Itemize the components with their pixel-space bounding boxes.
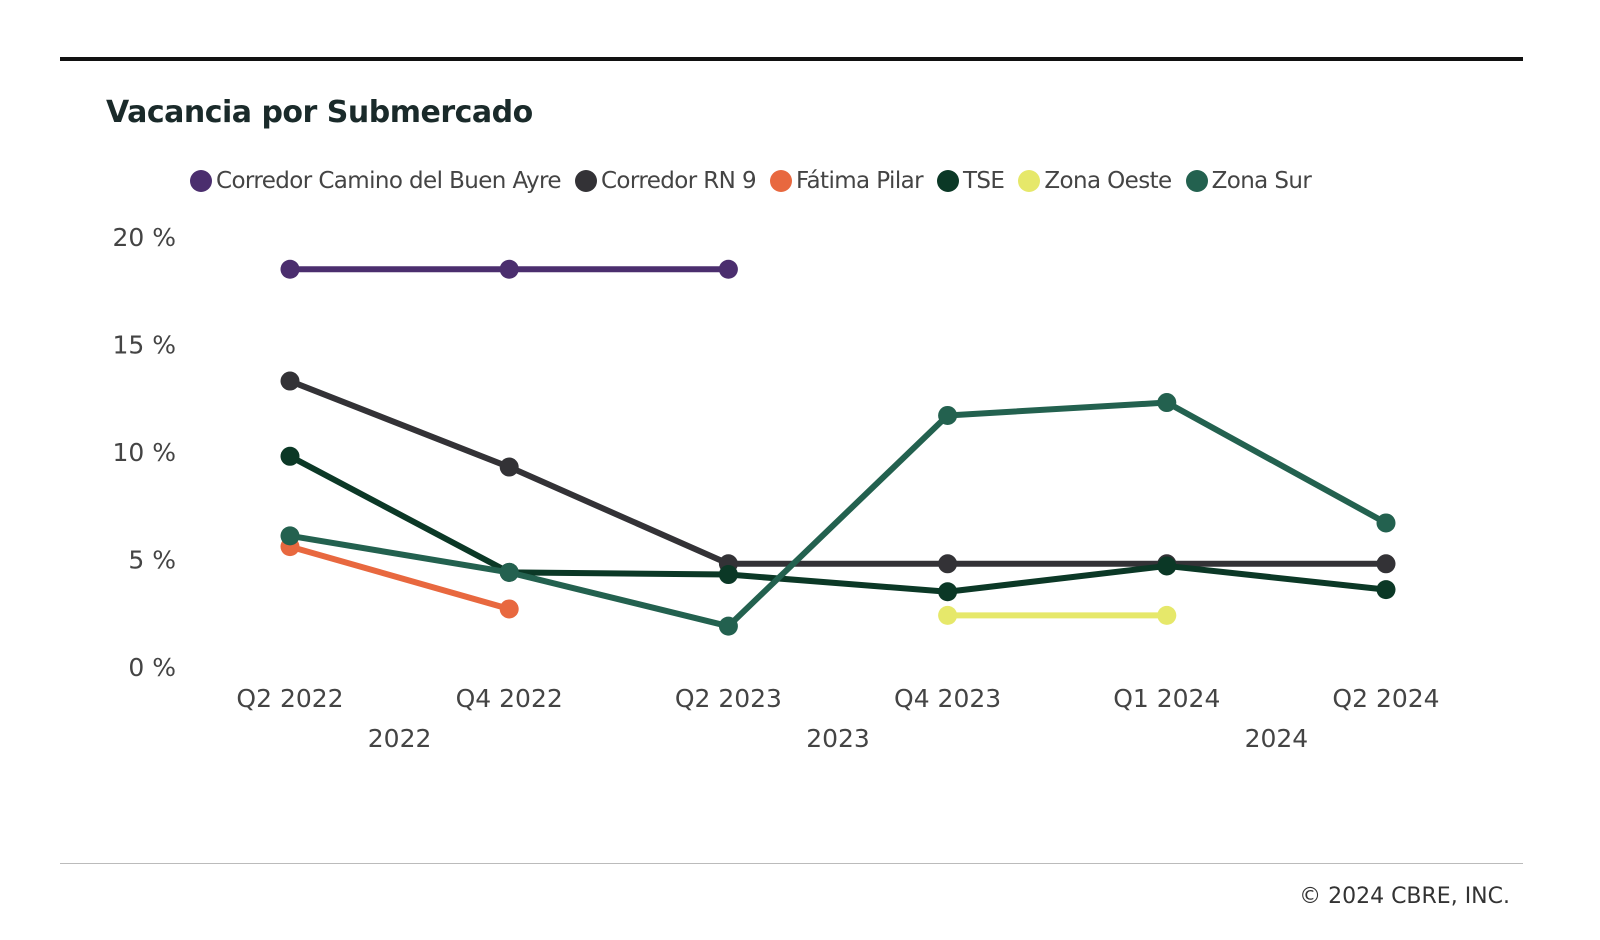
series-layer	[280, 259, 1396, 636]
y-tick-label: 10 %	[112, 438, 176, 467]
data-point[interactable]	[1376, 513, 1396, 533]
x-group-label: 2023	[806, 724, 870, 753]
series-zona-oeste	[938, 605, 1177, 625]
y-tick-label: 15 %	[112, 331, 176, 360]
y-tick-label: 0 %	[128, 653, 176, 682]
data-point[interactable]	[1376, 580, 1396, 600]
legend: Corredor Camino del Buen Ayre Corredor R…	[190, 166, 1325, 196]
legend-label: Zona Sur	[1211, 168, 1312, 194]
legend-item[interactable]: Corredor RN 9	[574, 168, 757, 194]
data-point[interactable]	[938, 582, 958, 602]
y-axis: 0 % 5 % 10 % 15 % 20 %	[112, 223, 176, 682]
x-tick-label: Q2 2023	[675, 684, 782, 713]
data-point[interactable]	[1157, 605, 1177, 625]
series-line	[287, 453, 1389, 595]
data-point[interactable]	[499, 599, 519, 619]
legend-label: Corredor RN 9	[600, 168, 757, 194]
data-point[interactable]	[280, 371, 300, 391]
copyright-footer: © 2024 CBRE, INC.	[1299, 884, 1510, 909]
legend-item[interactable]: Zona Sur	[1185, 168, 1312, 194]
top-rule	[60, 57, 1523, 61]
legend-label: Corredor Camino del Buen Ayre	[216, 168, 562, 194]
y-tick-label: 20 %	[112, 223, 176, 252]
bottom-rule	[60, 863, 1523, 864]
data-point[interactable]	[499, 259, 519, 279]
data-point[interactable]	[1157, 393, 1177, 413]
legend-marker-icon	[1185, 170, 1208, 192]
data-point[interactable]	[718, 616, 738, 636]
legend-item[interactable]: TSE	[936, 168, 1005, 194]
data-point[interactable]	[1157, 556, 1177, 576]
legend-marker-icon	[574, 170, 597, 192]
data-point[interactable]	[280, 526, 300, 546]
legend-label: Zona Oeste	[1044, 168, 1172, 194]
data-point[interactable]	[280, 446, 300, 466]
data-point[interactable]	[499, 562, 519, 582]
data-point[interactable]	[718, 259, 738, 279]
chart-title: Vacancia por Submercado	[106, 95, 533, 130]
series-zona-sur	[280, 393, 1396, 636]
x-tick-label: Q2 2022	[236, 684, 343, 713]
legend-item[interactable]: Fátima Pilar	[770, 168, 924, 194]
series-f-tima-pilar	[280, 537, 519, 619]
legend-label: Fátima Pilar	[796, 168, 924, 194]
legend-marker-icon	[1018, 170, 1041, 192]
x-tick-label: Q2 2024	[1332, 684, 1439, 713]
legend-item[interactable]: Zona Oeste	[1018, 168, 1172, 194]
data-point[interactable]	[499, 457, 519, 477]
series-corredor-camino-del-buen-ayre	[280, 259, 738, 279]
data-point[interactable]	[938, 554, 958, 574]
data-point[interactable]	[938, 605, 958, 625]
series-line	[287, 399, 1389, 630]
y-tick-label: 5 %	[128, 546, 176, 575]
data-point[interactable]	[280, 259, 300, 279]
series-line	[287, 378, 1389, 567]
x-axis: Q2 2022 Q4 2022 Q2 2023 Q4 2023 Q1 2024 Q2 20…	[236, 684, 1439, 753]
x-group-label: 2024	[1245, 724, 1309, 753]
x-tick-label: Q1 2024	[1113, 684, 1220, 713]
line-chart: 0 % 5 % 10 % 15 % 20 % Q2 2022 Q4 2022 Q2 2023…	[112, 223, 1439, 753]
legend-marker-icon	[190, 170, 212, 192]
data-point[interactable]	[718, 565, 738, 585]
x-group-label: 2022	[368, 724, 432, 753]
legend-marker-icon	[936, 170, 959, 192]
data-point[interactable]	[1376, 554, 1396, 574]
x-tick-label: Q4 2022	[456, 684, 563, 713]
series-line	[287, 543, 513, 612]
x-tick-label: Q4 2023	[894, 684, 1001, 713]
legend-marker-icon	[770, 170, 793, 192]
data-point[interactable]	[938, 405, 958, 425]
legend-label: TSE	[962, 168, 1005, 194]
legend-item[interactable]: Corredor Camino del Buen Ayre	[190, 168, 562, 194]
